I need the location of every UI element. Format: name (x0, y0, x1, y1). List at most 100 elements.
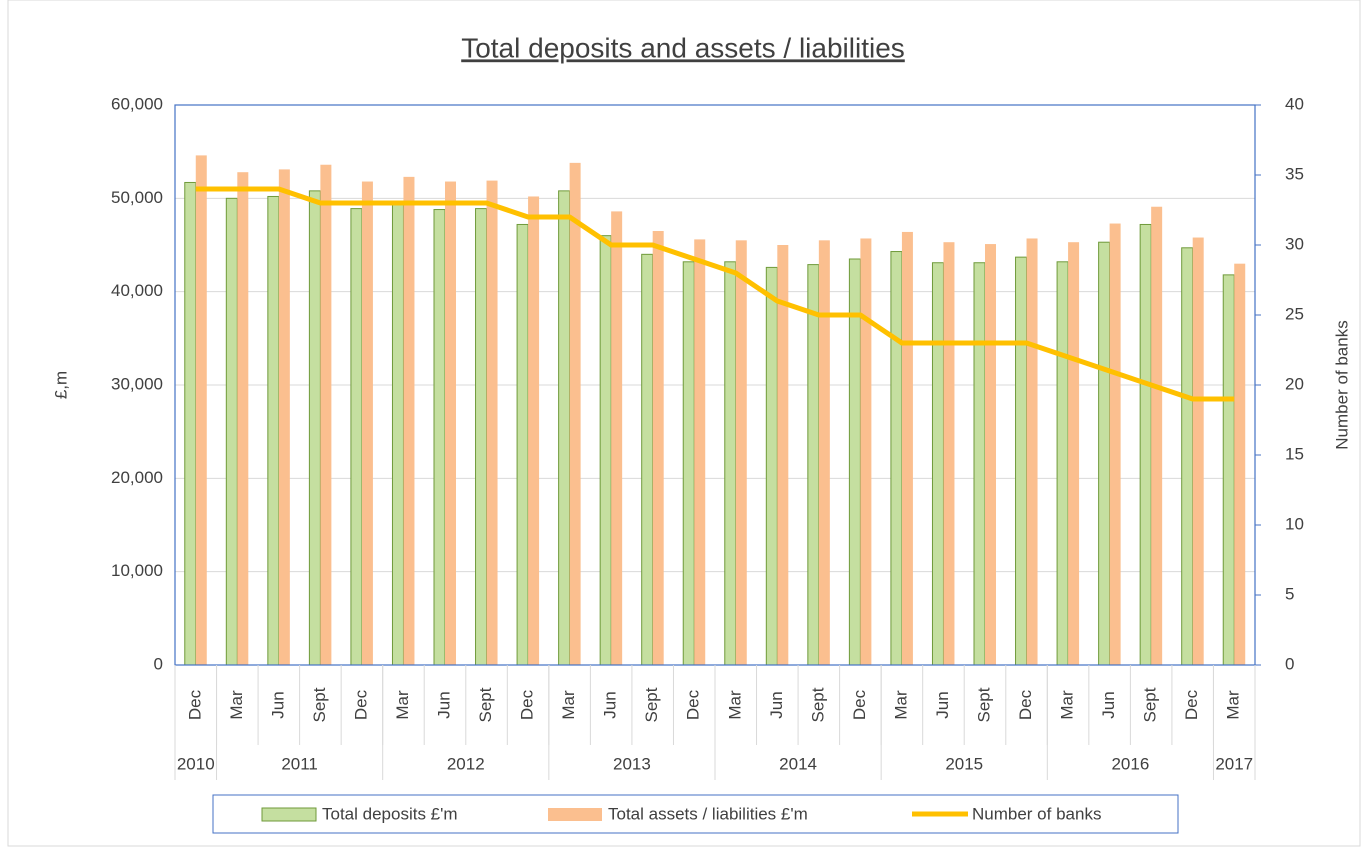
x-tick-label: Mar (559, 690, 578, 720)
bar (1015, 256, 1028, 666)
x-tick-label: Sept (1141, 687, 1160, 722)
x-tick-label: Mar (891, 690, 910, 720)
y2-tick-label: 20 (1285, 374, 1304, 393)
y2-tick-label: 0 (1285, 654, 1294, 673)
x-tick-label: Sept (974, 687, 993, 722)
x-tick-label: Mar (227, 690, 246, 720)
bar (558, 190, 571, 666)
bar (724, 261, 737, 666)
bar (528, 196, 540, 665)
x-group-label: 2011 (281, 754, 318, 773)
x-tick-label: Sept (808, 687, 827, 722)
y-tick-label: 0 (154, 654, 163, 673)
legend-label: Number of banks (972, 804, 1101, 823)
bar (184, 181, 197, 666)
y-tick-label: 10,000 (111, 561, 163, 580)
bar (682, 261, 695, 666)
bar (350, 208, 363, 666)
bar (599, 235, 612, 666)
x-tick-label: Jun (933, 691, 952, 718)
bar (433, 209, 446, 666)
y2-tick-label: 15 (1285, 444, 1304, 463)
x-tick-label: Jun (434, 691, 453, 718)
bar (901, 231, 913, 665)
x-tick-label: Sept (642, 687, 661, 722)
bar (985, 244, 996, 666)
bar (1026, 238, 1038, 665)
x-tick-label: Dec (185, 689, 204, 720)
x-tick-label: Jun (601, 691, 620, 718)
y2-tick-label: 5 (1285, 584, 1294, 603)
x-group-label: 2014 (779, 754, 817, 773)
bar (267, 195, 280, 666)
x-group-label: 2016 (1111, 754, 1149, 773)
x-tick-label: Dec (518, 689, 537, 720)
legend-box (212, 794, 1179, 834)
bar (516, 223, 529, 666)
chart-title: Total deposits and assets / liabilities (461, 32, 905, 63)
bar (403, 176, 415, 665)
bar (1056, 261, 1069, 666)
bar (486, 180, 498, 665)
x-tick-label: Mar (1058, 690, 1077, 720)
x-tick-label: Mar (725, 690, 744, 720)
x-tick-label: Jun (767, 691, 786, 718)
bar (1234, 263, 1246, 665)
x-group-label: 2012 (447, 754, 485, 773)
bar (735, 240, 747, 666)
y-tick-label: 30,000 (111, 374, 163, 393)
bar (611, 211, 623, 665)
bar (1222, 274, 1235, 666)
line (195, 186, 1235, 402)
x-tick-label: Jun (268, 691, 287, 718)
bar (391, 201, 404, 666)
y-tick-label: 50,000 (111, 188, 163, 207)
x-tick-label: Dec (850, 689, 869, 720)
bar (641, 253, 654, 666)
x-group-label: 2010 (177, 754, 215, 773)
y-tick-label: 60,000 (111, 94, 163, 113)
bar (1139, 223, 1152, 666)
bar (195, 155, 207, 665)
legend-swatch (261, 807, 317, 822)
x-group-label: 2013 (613, 754, 651, 773)
x-group-label: 2017 (1215, 754, 1253, 773)
bar (818, 240, 830, 666)
x-tick-label: Dec (684, 689, 703, 720)
x-tick-label: Sept (310, 687, 329, 722)
bar (445, 181, 456, 666)
x-tick-label: Dec (1182, 689, 1201, 720)
y-axis-label: £,m (51, 371, 70, 399)
y2-tick-label: 25 (1285, 304, 1304, 323)
bar (973, 262, 986, 666)
bar (475, 208, 488, 666)
legend-swatch (548, 808, 602, 821)
x-tick-label: Dec (351, 689, 370, 720)
bar (308, 190, 321, 666)
x-tick-label: Sept (476, 687, 495, 722)
y-tick-label: 20,000 (111, 468, 163, 487)
bar (765, 266, 778, 666)
bar (1151, 206, 1163, 665)
bar (1181, 247, 1194, 666)
legend-label: Total assets / liabilities £'m (608, 804, 808, 823)
bar (777, 245, 789, 665)
bar (1192, 237, 1204, 666)
bar (931, 262, 944, 666)
bar (320, 164, 332, 665)
bar (237, 172, 249, 665)
bar (848, 258, 861, 666)
x-tick-label: Mar (1224, 690, 1243, 720)
bar (860, 238, 872, 665)
bar (943, 242, 955, 665)
bar (1098, 241, 1111, 666)
x-tick-label: Dec (1016, 689, 1035, 720)
bar (225, 197, 238, 666)
bar (278, 169, 290, 665)
legend-label: Total deposits £'m (322, 804, 458, 823)
bar (1109, 223, 1121, 666)
y2-tick-label: 30 (1285, 234, 1304, 253)
y-tick-label: 40,000 (111, 281, 163, 300)
